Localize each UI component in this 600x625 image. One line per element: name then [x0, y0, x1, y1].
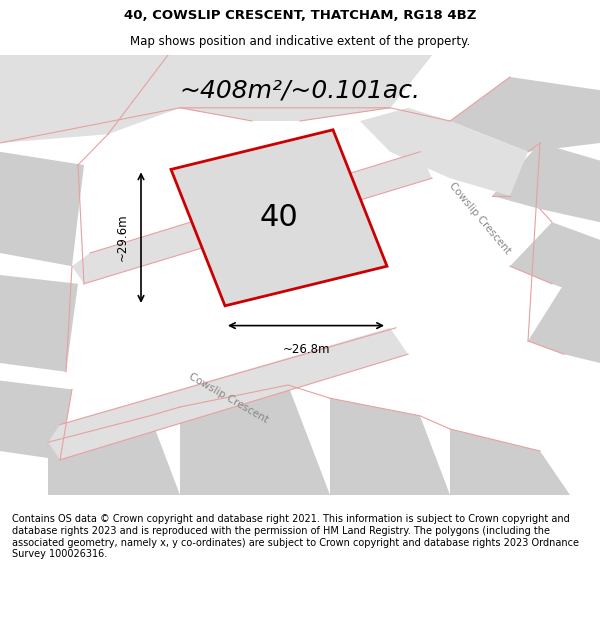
Polygon shape: [72, 152, 432, 284]
Text: Map shows position and indicative extent of the property.: Map shows position and indicative extent…: [130, 35, 470, 48]
Polygon shape: [510, 222, 600, 301]
Text: ~408m²/~0.101ac.: ~408m²/~0.101ac.: [179, 78, 421, 102]
Polygon shape: [360, 107, 528, 196]
Text: 40, COWSLIP CRESCENT, THATCHAM, RG18 4BZ: 40, COWSLIP CRESCENT, THATCHAM, RG18 4BZ: [124, 9, 476, 22]
Text: 40: 40: [260, 203, 298, 232]
Polygon shape: [0, 55, 168, 134]
Polygon shape: [48, 416, 180, 495]
Polygon shape: [528, 284, 600, 363]
Polygon shape: [171, 130, 387, 306]
Text: ~29.6m: ~29.6m: [116, 214, 129, 261]
Polygon shape: [330, 398, 450, 495]
Text: Cowslip Crescent: Cowslip Crescent: [187, 371, 269, 425]
Polygon shape: [450, 77, 600, 152]
Text: ~26.8m: ~26.8m: [282, 343, 330, 356]
Polygon shape: [48, 328, 408, 460]
Polygon shape: [0, 381, 72, 460]
Polygon shape: [0, 275, 78, 372]
Polygon shape: [0, 55, 432, 143]
Polygon shape: [180, 385, 330, 495]
Text: Cowslip Crescent: Cowslip Crescent: [447, 180, 513, 256]
Polygon shape: [0, 152, 84, 266]
Polygon shape: [168, 55, 300, 121]
Polygon shape: [450, 429, 570, 495]
Text: Contains OS data © Crown copyright and database right 2021. This information is : Contains OS data © Crown copyright and d…: [12, 514, 579, 559]
Polygon shape: [492, 143, 600, 222]
Polygon shape: [300, 55, 432, 121]
